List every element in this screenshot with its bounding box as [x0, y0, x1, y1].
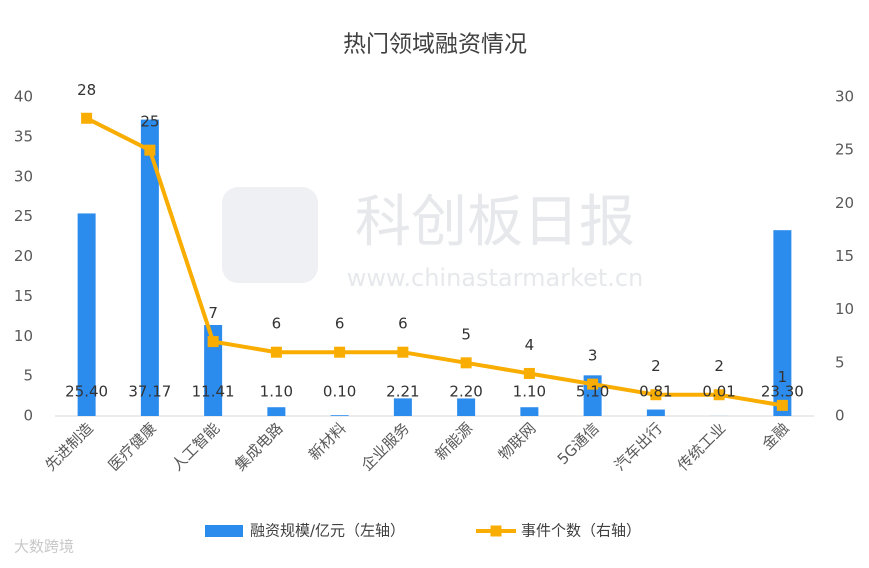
- y2-tick-label: 5: [835, 353, 845, 371]
- y2-tick-label: 25: [835, 141, 854, 159]
- x-tick-label: 新能源: [432, 419, 477, 464]
- value-label: 28: [77, 81, 96, 99]
- value-label: 3: [588, 347, 598, 365]
- line-marker: [524, 368, 535, 379]
- y-tick-label: 0: [23, 407, 33, 425]
- y2-tick-label: 30: [835, 88, 854, 106]
- value-label: 2.20: [449, 383, 482, 401]
- line-marker: [397, 347, 408, 358]
- x-tick-label: 金融: [758, 419, 792, 453]
- value-label: 25.40: [65, 383, 108, 401]
- y-tick-label: 35: [14, 127, 33, 145]
- watermark: 科创板日报: [355, 190, 635, 255]
- y-tick-label: 5: [23, 367, 33, 385]
- watermark-logo: [222, 187, 318, 283]
- bar: [331, 415, 349, 416]
- bar: [267, 407, 285, 416]
- value-label: 2.21: [386, 383, 419, 401]
- y-tick-label: 10: [14, 327, 33, 345]
- line-marker: [271, 347, 282, 358]
- line-marker: [144, 145, 155, 156]
- y2-tick-label: 15: [835, 247, 854, 265]
- y2-tick-label: 0: [835, 407, 845, 425]
- line-marker: [461, 357, 472, 368]
- bar: [647, 410, 665, 416]
- watermark: www.chinastarmarket.cn: [347, 264, 644, 292]
- bar: [520, 407, 538, 416]
- value-label: 4: [525, 336, 535, 354]
- y-tick-label: 15: [14, 287, 33, 305]
- x-tick-label: 人工智能: [168, 419, 223, 474]
- legend-label: 事件个数（右轴）: [521, 522, 641, 540]
- value-label: 25: [140, 113, 159, 131]
- x-tick-label: 医疗健康: [105, 419, 160, 474]
- x-tick-label: 新材料: [305, 419, 350, 464]
- value-label: 0.81: [639, 383, 672, 401]
- value-label: 5.10: [576, 383, 609, 401]
- legend-label: 融资规模/亿元（左轴）: [250, 522, 405, 540]
- value-label: 11.41: [192, 383, 235, 401]
- watermark: 大数跨境: [14, 538, 74, 556]
- y-tick-label: 20: [14, 247, 33, 265]
- x-tick-label: 汽车出行: [611, 419, 666, 474]
- value-label: 1: [778, 368, 788, 386]
- x-tick-label: 集成电路: [231, 419, 286, 474]
- value-label: 2: [714, 357, 724, 375]
- line-marker: [208, 336, 219, 347]
- line-marker: [777, 400, 788, 411]
- value-label: 0.10: [323, 383, 356, 401]
- value-label: 37.17: [128, 383, 171, 401]
- x-tick-label: 传统工业: [674, 419, 729, 474]
- line: [87, 118, 783, 405]
- chart-title: 热门领域融资情况: [343, 32, 527, 58]
- y-tick-label: 30: [14, 167, 33, 185]
- value-label: 6: [272, 315, 282, 333]
- x-tick-label: 先进制造: [41, 419, 96, 474]
- x-tick-label: 物联网: [495, 419, 540, 464]
- y2-tick-label: 20: [835, 194, 854, 212]
- value-label: 6: [335, 315, 345, 333]
- x-tick-label: 5G通信: [554, 419, 603, 468]
- line-marker: [334, 347, 345, 358]
- legend-swatch: [205, 525, 243, 537]
- bar: [394, 398, 412, 416]
- y-tick-label: 25: [14, 207, 33, 225]
- value-label: 5: [461, 325, 471, 343]
- value-label: 1.10: [260, 383, 293, 401]
- bar: [457, 398, 475, 416]
- y-tick-label: 40: [14, 88, 33, 106]
- value-label: 7: [208, 304, 218, 322]
- line-marker: [81, 113, 92, 124]
- value-label: 2: [651, 357, 661, 375]
- x-tick-label: 企业服务: [358, 419, 413, 474]
- value-label: 0.01: [702, 383, 735, 401]
- legend-swatch: [491, 526, 502, 537]
- value-label: 1.10: [513, 383, 546, 401]
- value-label: 6: [398, 315, 408, 333]
- y2-tick-label: 10: [835, 300, 854, 318]
